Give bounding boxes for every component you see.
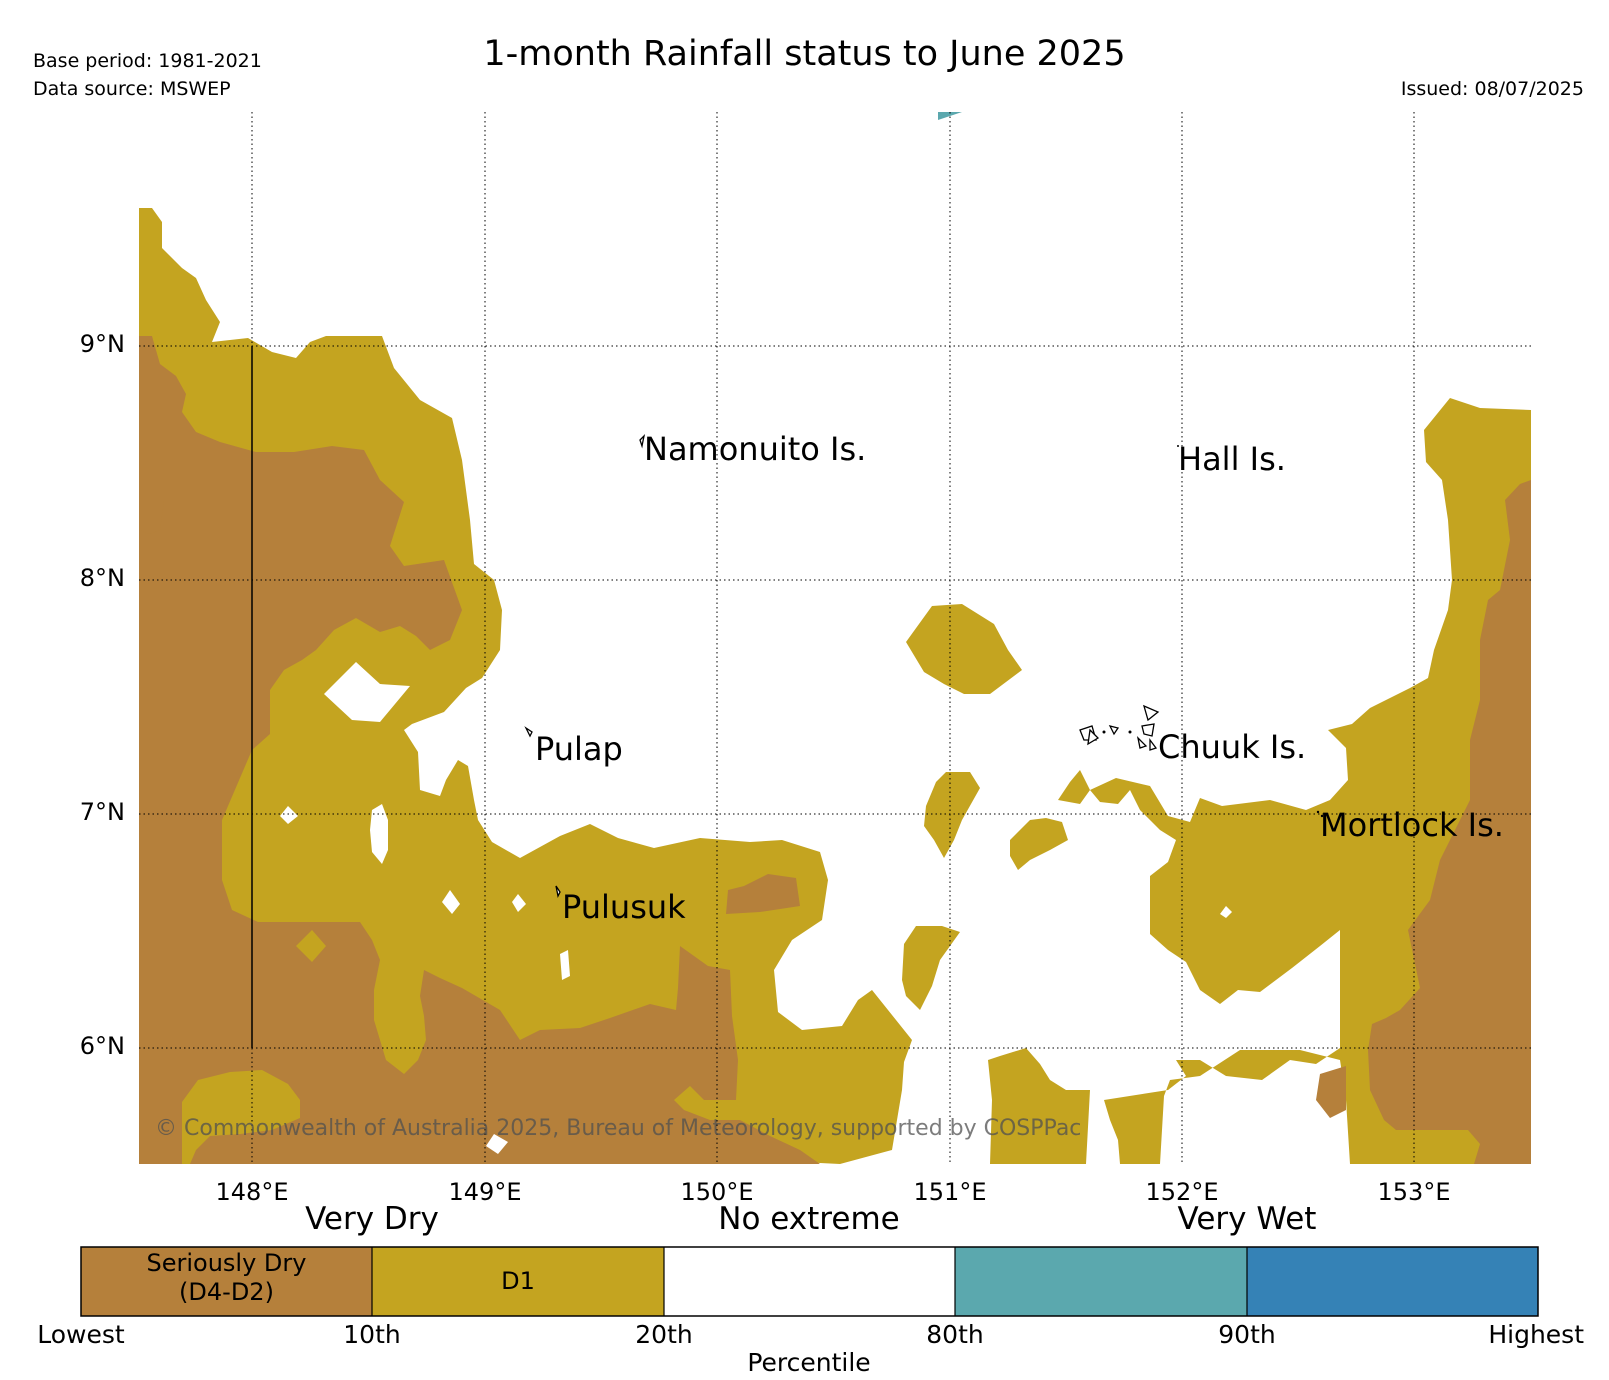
legend-category-very-wet: Very Wet [1177,1201,1317,1237]
legend-tick-highest: Highest [1488,1320,1584,1349]
place-pulap: Pulap [535,730,623,768]
legend-category-no-extreme: No extreme [718,1201,900,1237]
legend-segment-d1 [372,1247,664,1316]
legend-segment-wet [955,1247,1247,1316]
legend-tick-20th: 20th [635,1320,693,1349]
lon-label-153e: 153°E [1377,1178,1451,1206]
lon-label-152e: 152°E [1145,1178,1219,1206]
legend-segment-no-extreme [664,1247,955,1316]
island-dots [1102,445,1324,818]
place-namonuito: Namonuito Is. [644,430,867,468]
legend-tick-80th: 80th [926,1320,984,1349]
issued-date: Issued: 08/07/2025 [1400,78,1584,100]
copyright-notice: © Commonwealth of Australia 2025, Bureau… [155,1116,1082,1141]
legend-tick-lowest: Lowest [37,1320,125,1349]
place-hall: Hall Is. [1178,440,1286,478]
legend-colorbar [80,1246,1539,1317]
d1-inner-patches [139,406,1420,1164]
data-source: Data source: MSWEP [33,78,231,100]
lon-label-150e: 150°E [680,1178,754,1206]
no-extreme-holes [280,662,1318,1154]
wet-patch [938,112,962,120]
lat-label-9n: 9°N [79,330,125,358]
legend-category-very-dry: Very Dry [305,1201,439,1237]
base-period: Base period: 1981-2021 [33,50,262,72]
island-outlines [524,434,1160,898]
place-pulusuk: Pulusuk [562,888,686,926]
legend-tick-10th: 10th [343,1320,401,1349]
lon-label-151e: 151°E [913,1178,987,1206]
legend-axis-title: Percentile [747,1348,871,1377]
lat-label-8n: 8°N [79,564,125,592]
lat-label-7n: 7°N [79,798,125,826]
legend-segment-seriously-dry [81,1247,372,1316]
legend-tick-90th: 90th [1218,1320,1276,1349]
lat-label-6n: 6°N [79,1032,125,1060]
place-mortlock: Mortlock Is. [1320,806,1504,844]
map-title: 1-month Rainfall status to June 2025 [483,34,1126,74]
legend-segment-very-wet [1247,1247,1538,1316]
lon-label-149e: 149°E [448,1178,522,1206]
legend-segment-label-seriously-dry: Seriously Dry (D4-D2) [146,1249,307,1306]
lon-label-148e: 148°E [215,1178,289,1206]
legend-segment-label-d1: D1 [501,1267,535,1295]
place-chuuk: Chuuk Is. [1158,728,1307,766]
